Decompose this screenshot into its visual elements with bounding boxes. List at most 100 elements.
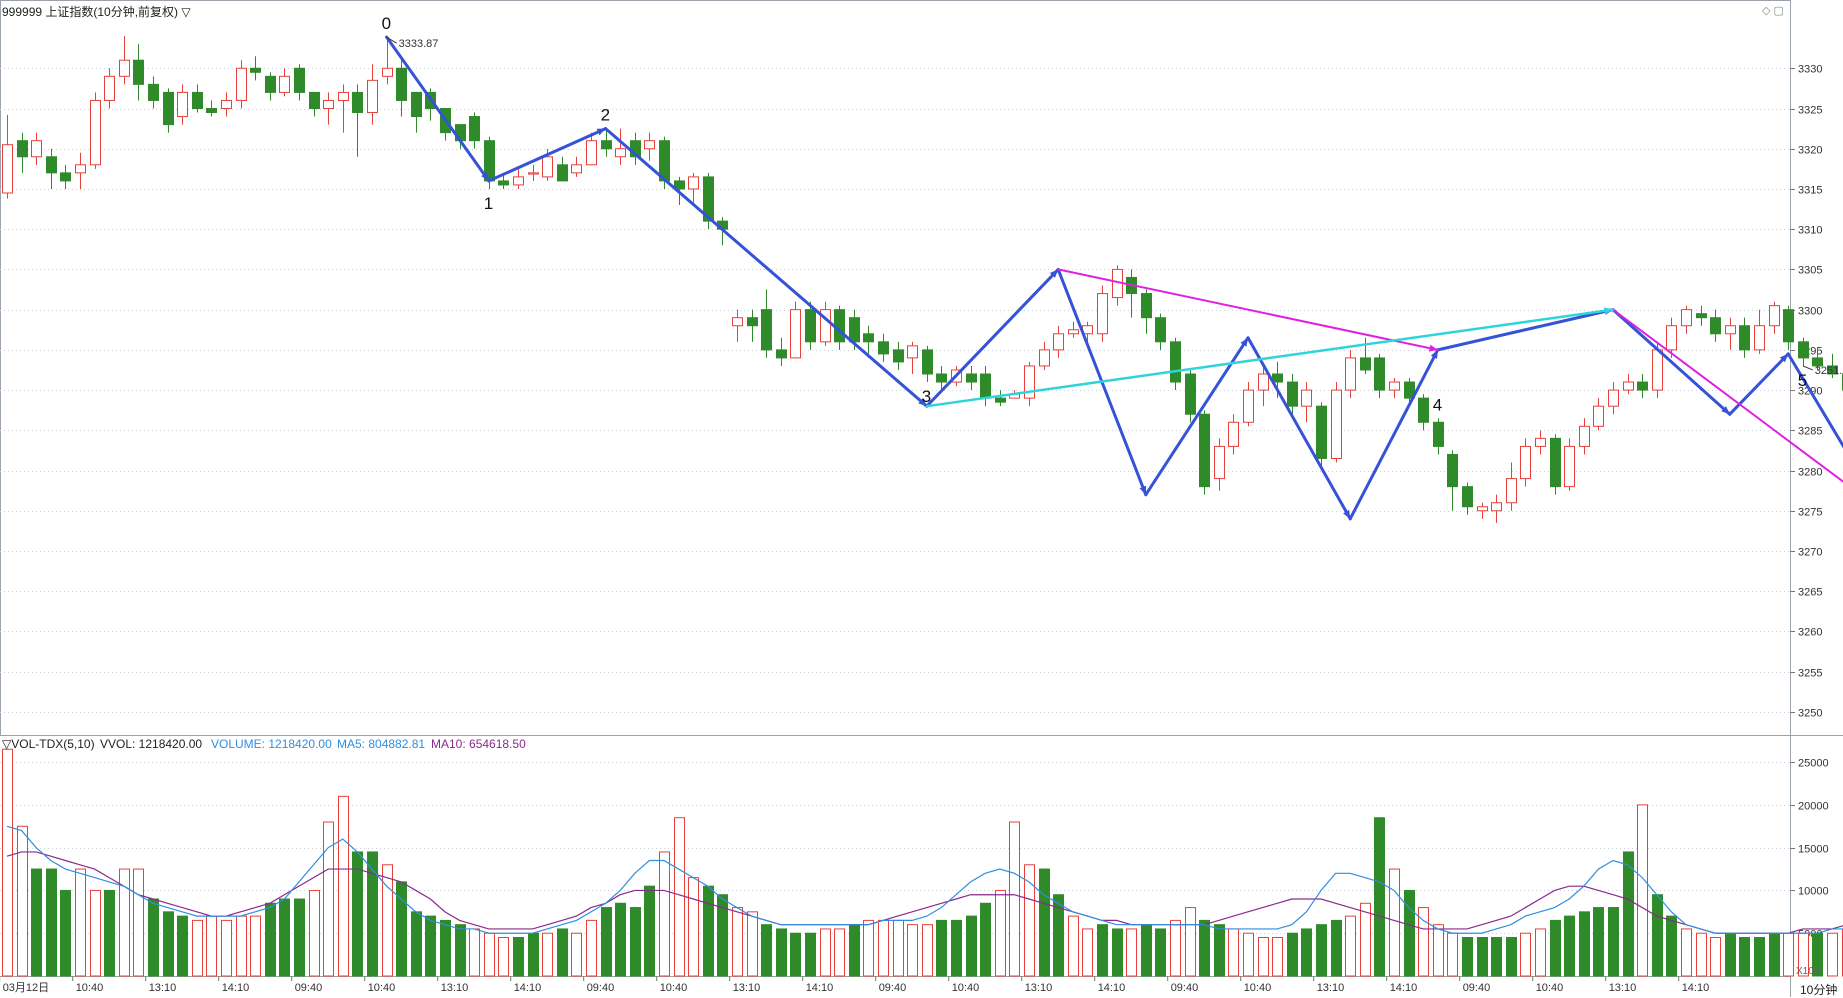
candle[interactable] <box>1726 318 1736 350</box>
volume-bar[interactable] <box>879 920 889 976</box>
candle[interactable] <box>1594 398 1604 430</box>
volume-bar[interactable] <box>1667 916 1677 976</box>
volume-bar[interactable] <box>441 920 451 976</box>
volume-bar[interactable] <box>251 916 261 976</box>
candle[interactable] <box>397 60 407 116</box>
volume-bar[interactable] <box>704 886 714 976</box>
volume-bar[interactable] <box>1594 908 1604 976</box>
candle[interactable] <box>645 133 655 161</box>
period-label[interactable]: 10分钟 <box>1800 981 1837 998</box>
volume-bar[interactable] <box>835 929 845 976</box>
volume-bar[interactable] <box>1244 933 1254 976</box>
candle[interactable] <box>1375 354 1385 398</box>
volume-bar[interactable] <box>237 916 247 976</box>
candle[interactable] <box>1755 310 1765 354</box>
candle[interactable] <box>222 92 232 116</box>
candle[interactable] <box>967 366 977 390</box>
volume-bar[interactable] <box>1390 869 1400 976</box>
volume-bar[interactable] <box>1740 938 1750 977</box>
candle[interactable] <box>879 334 889 362</box>
volume-bar[interactable] <box>806 933 816 976</box>
candle[interactable] <box>178 84 188 124</box>
candle[interactable] <box>558 157 568 181</box>
candle[interactable] <box>1551 434 1561 494</box>
candle[interactable] <box>1784 306 1794 350</box>
volume-bar[interactable] <box>1156 929 1166 976</box>
volume-bar[interactable] <box>981 903 991 976</box>
candle[interactable] <box>1697 306 1707 326</box>
candle[interactable] <box>1740 318 1750 358</box>
volume-bar[interactable] <box>1580 912 1590 976</box>
candle[interactable] <box>1448 450 1458 510</box>
candle[interactable] <box>1536 430 1546 454</box>
candle[interactable] <box>1113 265 1123 305</box>
candle[interactable] <box>339 84 349 132</box>
volume-bar[interactable] <box>1726 933 1736 976</box>
volume-bar[interactable] <box>923 925 933 976</box>
candle[interactable] <box>1565 438 1575 490</box>
volume-bar[interactable] <box>908 925 918 976</box>
candle[interactable] <box>1346 350 1356 398</box>
candle[interactable] <box>47 149 57 189</box>
candle[interactable] <box>981 366 991 406</box>
volume-bar[interactable] <box>1434 925 1444 976</box>
volume-bar[interactable] <box>193 920 203 976</box>
volume-bar[interactable] <box>1010 822 1020 976</box>
volume-bar[interactable] <box>164 912 174 976</box>
volume-bar[interactable] <box>47 869 57 976</box>
volume-bar[interactable] <box>952 920 962 976</box>
candle[interactable] <box>1332 382 1342 462</box>
volume-bar[interactable] <box>1405 890 1415 976</box>
candle[interactable] <box>32 133 42 165</box>
volume-bar[interactable] <box>280 899 290 976</box>
volume-bar[interactable] <box>1361 903 1371 976</box>
volume-bar[interactable] <box>1142 925 1152 976</box>
volume-bar[interactable] <box>1755 938 1765 977</box>
candle[interactable] <box>470 113 480 149</box>
volume-bar[interactable] <box>18 826 28 976</box>
volume-bar[interactable] <box>1215 925 1225 976</box>
volume-bar[interactable] <box>1040 869 1050 976</box>
candle[interactable] <box>1244 382 1254 426</box>
candle[interactable] <box>1229 414 1239 454</box>
candle[interactable] <box>821 302 831 346</box>
volume-bar[interactable] <box>1375 818 1385 976</box>
volume-bar[interactable] <box>558 929 568 976</box>
volume-bar[interactable] <box>850 925 860 976</box>
volume-bar[interactable] <box>1098 925 1108 976</box>
candle[interactable] <box>353 84 363 156</box>
candle[interactable] <box>616 129 626 165</box>
candle[interactable] <box>1054 326 1064 358</box>
candle[interactable] <box>1711 310 1721 342</box>
volume-bar[interactable] <box>1711 938 1721 977</box>
volume-bar[interactable] <box>1653 895 1663 976</box>
volume-bar[interactable] <box>1273 938 1283 977</box>
candle[interactable] <box>1521 438 1531 486</box>
volume-bar[interactable] <box>1200 920 1210 976</box>
candle[interactable] <box>1624 374 1634 394</box>
candle[interactable] <box>105 68 115 108</box>
candle[interactable] <box>1156 314 1166 350</box>
volume-bar[interactable] <box>572 933 582 976</box>
volume-bar[interactable] <box>616 903 626 976</box>
volume-bar[interactable] <box>499 938 509 977</box>
candle[interactable] <box>1302 382 1312 422</box>
candle[interactable] <box>1478 503 1488 519</box>
volume-bar[interactable] <box>587 920 597 976</box>
candle[interactable] <box>1580 418 1590 454</box>
candle[interactable] <box>762 290 772 358</box>
volume-bar[interactable] <box>514 938 524 977</box>
candle[interactable] <box>631 133 641 165</box>
volume-bar[interactable] <box>1536 929 1546 976</box>
volume-bar[interactable] <box>91 890 101 976</box>
volume-bar[interactable] <box>748 912 758 976</box>
volume-bar[interactable] <box>1609 908 1619 976</box>
candle[interactable] <box>748 310 758 342</box>
volume-bar[interactable] <box>1171 920 1181 976</box>
candle[interactable] <box>1186 370 1196 422</box>
volume-bar[interactable] <box>1463 938 1473 977</box>
candle[interactable] <box>207 100 217 116</box>
candle[interactable] <box>894 342 904 370</box>
candle[interactable] <box>1040 342 1050 370</box>
volume-bar[interactable] <box>1069 916 1079 976</box>
